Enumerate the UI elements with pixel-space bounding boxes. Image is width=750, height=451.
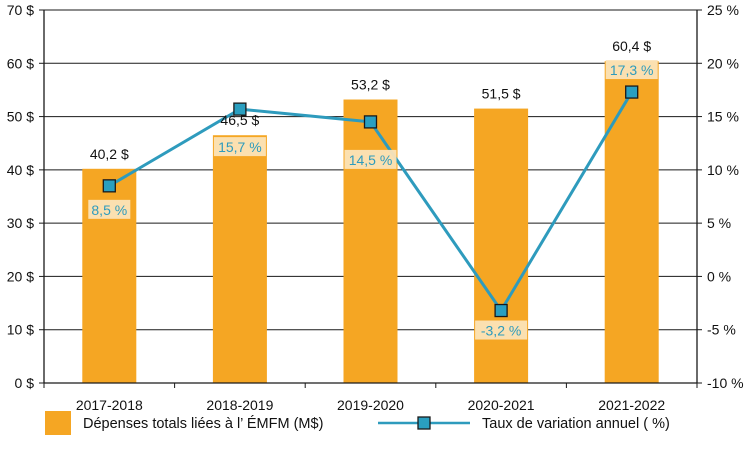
rate-label-bg <box>88 199 131 219</box>
x-tick-label: 2017-2018 <box>76 397 143 413</box>
left-tick-label: 60 $ <box>7 55 34 71</box>
rate-label-bg <box>344 149 397 169</box>
bar-value-label: 60,4 $ <box>612 38 651 54</box>
right-tick-label: -5 % <box>707 322 736 338</box>
rate-marker-2017-2018 <box>102 179 116 193</box>
left-tick-label: 0 $ <box>15 375 35 391</box>
rate-value-label: -3,2 % <box>481 323 521 339</box>
rate-marker-2021-2022 <box>625 85 639 99</box>
bar-value-label: 40,2 $ <box>90 146 129 162</box>
x-tick-label: 2020-2021 <box>468 397 535 413</box>
x-tick-label: 2018-2019 <box>206 397 273 413</box>
rate-value-label: 15,7 % <box>218 139 262 155</box>
rate-value-label: 8,5 % <box>91 202 127 218</box>
legend: Dépenses totals liées à l’ ÉMFM (M$) Taux… <box>45 411 670 435</box>
bar-2020-2021 <box>474 108 529 383</box>
rate-label-bg <box>213 137 266 157</box>
left-tick-label: 10 $ <box>7 322 34 338</box>
rate-marker-2018-2019 <box>233 102 247 116</box>
bar-value-label: 51,5 $ <box>482 86 521 102</box>
right-tick-label: 20 % <box>707 55 739 71</box>
left-tick-label: 30 $ <box>7 215 34 231</box>
rate-value-label: 14,5 % <box>349 152 393 168</box>
right-tick-label: 25 % <box>707 2 739 18</box>
rate-label-bg <box>605 60 658 80</box>
bar-value-label: 46,5 $ <box>220 112 259 128</box>
bars <box>82 61 659 384</box>
rate-line <box>102 85 639 318</box>
legend-line-marker <box>417 416 431 430</box>
right-tick-label: 10 % <box>707 162 739 178</box>
bar-2019-2020 <box>343 99 398 384</box>
left-tick-label: 50 $ <box>7 109 34 125</box>
bar-2018-2019 <box>212 135 267 383</box>
rate-label-bg <box>475 320 528 340</box>
right-tick-label: 0 % <box>707 268 731 284</box>
left-tick-label: 20 $ <box>7 268 34 284</box>
bar-2021-2022 <box>604 61 659 383</box>
axes: 0 $ 10 $ 20 $ 30 $ 40 $ 50 $ 60 $ 70 $ -10 % -5 %… <box>7 2 744 413</box>
bar-value-label: 53,2 $ <box>351 77 390 93</box>
legend-bar-label: Dépenses totals liées à l’ ÉMFM (M$) <box>83 415 323 432</box>
right-tick-label: 5 % <box>707 215 731 231</box>
data-labels: 40,2 $ 46,5 $ 53,2 $ 51,5 $ 60,4 $ 8,5 % 15,7 … <box>88 38 658 340</box>
x-tick-label: 2019-2020 <box>337 397 404 413</box>
rate-marker-2019-2020 <box>363 115 378 129</box>
rate-value-label: 17,3 % <box>610 62 654 78</box>
legend-line-label: Taux de variation annuel ( %) <box>482 416 670 432</box>
legend-bar-swatch <box>45 411 71 435</box>
x-tick-label: 2021-2022 <box>598 397 665 413</box>
right-tick-label: -10 % <box>707 375 744 391</box>
right-tick-label: 15 % <box>707 109 739 125</box>
left-tick-label: 40 $ <box>7 162 34 178</box>
rate-marker-2020-2021 <box>494 303 508 318</box>
left-tick-label: 70 $ <box>7 2 34 18</box>
